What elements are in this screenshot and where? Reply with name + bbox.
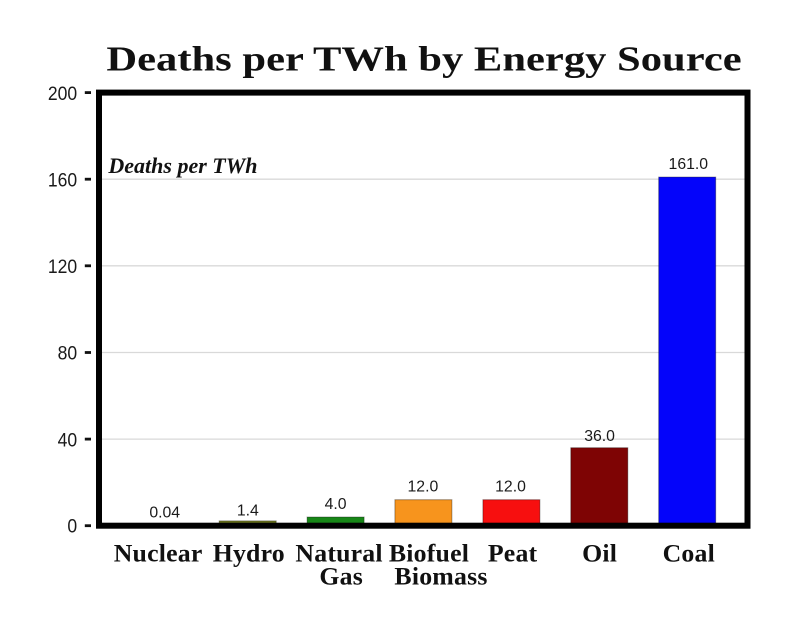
svg-text:200: 200 xyxy=(48,82,77,104)
svg-text:0: 0 xyxy=(67,515,77,537)
svg-text:Gas: Gas xyxy=(319,562,363,591)
svg-text:Nuclear: Nuclear xyxy=(114,538,203,567)
svg-text:0.04: 0.04 xyxy=(149,505,180,522)
svg-text:Hydro: Hydro xyxy=(213,538,285,567)
svg-text:160: 160 xyxy=(48,169,77,191)
svg-text:40: 40 xyxy=(58,428,78,450)
svg-text:120: 120 xyxy=(48,255,77,277)
svg-text:4.0: 4.0 xyxy=(325,496,347,513)
svg-text:Deaths per TWh by Energy Sourc: Deaths per TWh by Energy Source xyxy=(106,40,741,78)
svg-text:1.4: 1.4 xyxy=(237,503,259,520)
svg-text:161.0: 161.0 xyxy=(669,156,709,173)
svg-text:Deaths per TWh: Deaths per TWh xyxy=(107,153,257,178)
svg-text:80: 80 xyxy=(58,342,78,364)
svg-text:Biomass: Biomass xyxy=(394,562,487,591)
svg-text:Peat: Peat xyxy=(488,538,538,567)
svg-text:Oil: Oil xyxy=(582,538,617,567)
svg-text:Natural: Natural xyxy=(295,538,382,567)
svg-text:12.0: 12.0 xyxy=(408,479,439,496)
svg-text:12.0: 12.0 xyxy=(495,479,526,496)
svg-text:36.0: 36.0 xyxy=(584,428,615,445)
svg-text:Coal: Coal xyxy=(663,538,715,567)
svg-text:Biofuel: Biofuel xyxy=(389,538,469,567)
